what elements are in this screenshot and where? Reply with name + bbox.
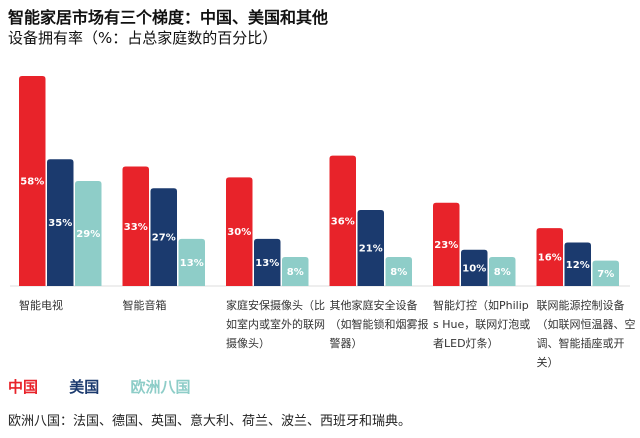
data-label-europe8-4: 8% xyxy=(494,267,511,278)
category-label-5: 联网能源控制设备（如联网恒温器、空调、智能插座或开关） xyxy=(536,299,636,369)
chart-subtitle: 设备拥有率（%：占总家庭数的百分比） xyxy=(8,29,278,47)
data-label-china-5: 16% xyxy=(538,253,562,264)
data-label-usa-2: 13% xyxy=(255,258,279,269)
data-label-china-4: 23% xyxy=(434,240,458,251)
data-label-china-3: 36% xyxy=(331,216,355,227)
bar-usa-0 xyxy=(47,159,74,286)
data-label-usa-5: 12% xyxy=(566,260,590,271)
legend-item-china: 中国 xyxy=(8,378,39,396)
bar-china-5 xyxy=(536,228,563,286)
bar-usa-5 xyxy=(564,242,591,286)
chart-title: 智能家居市场有三个梯度：中国、美国和其他 xyxy=(8,8,329,27)
bar-europe8-0 xyxy=(75,181,102,286)
bar-usa-3 xyxy=(357,209,384,286)
data-label-europe8-0: 29% xyxy=(76,229,100,240)
category-label-3: 其他家庭安全设备（如智能锁和烟雾报警器） xyxy=(329,299,429,350)
category-label-1: 智能音箱 xyxy=(122,299,167,312)
data-label-usa-1: 27% xyxy=(152,233,176,244)
bar-china-0 xyxy=(19,76,46,286)
category-label-0: 智能电视 xyxy=(19,299,63,312)
category-label-2: 家庭安保摄像头（比如室内或室外的联网摄像头） xyxy=(226,299,325,350)
data-label-europe8-1: 13% xyxy=(180,258,204,269)
data-label-europe8-5: 7% xyxy=(597,269,614,280)
data-label-china-0: 58% xyxy=(20,177,44,188)
bar-china-2 xyxy=(226,177,253,286)
legend-item-europe8: 欧洲八国 xyxy=(130,378,191,396)
bar-china-3 xyxy=(329,155,356,286)
data-label-usa-0: 35% xyxy=(48,218,72,229)
bar-chart: 58% 35% 29% 33% 27% 13% 30% 13% 8% 36% 21% 8% 23% 10%… xyxy=(10,76,630,287)
data-label-europe8-3: 8% xyxy=(390,267,407,278)
data-label-europe8-2: 8% xyxy=(287,267,304,278)
data-label-china-2: 30% xyxy=(227,227,251,238)
data-label-usa-3: 21% xyxy=(359,243,383,254)
bar-china-1 xyxy=(122,166,149,286)
legend: 中国 美国 欧洲八国 xyxy=(8,376,217,397)
legend-item-usa: 美国 xyxy=(69,378,100,396)
bar-europe8-4 xyxy=(489,257,516,286)
data-label-china-1: 33% xyxy=(124,222,148,233)
bar-europe8-2 xyxy=(282,257,309,286)
bar-usa-1 xyxy=(150,188,177,286)
bar-china-4 xyxy=(433,202,460,286)
bar-usa-4 xyxy=(461,249,488,286)
bar-europe8-5 xyxy=(592,260,619,286)
bar-usa-2 xyxy=(254,238,281,286)
footnote: 欧洲八国：法国、德国、英国、意大利、荷兰、波兰、西班牙和瑞典。 xyxy=(8,414,412,429)
bar-europe8-3 xyxy=(385,257,412,286)
category-label-4: 智能灯控（如Philips Hue，联网灯泡或者LED灯条） xyxy=(433,299,531,350)
bar-europe8-1 xyxy=(178,238,205,286)
data-label-usa-4: 10% xyxy=(462,263,486,274)
